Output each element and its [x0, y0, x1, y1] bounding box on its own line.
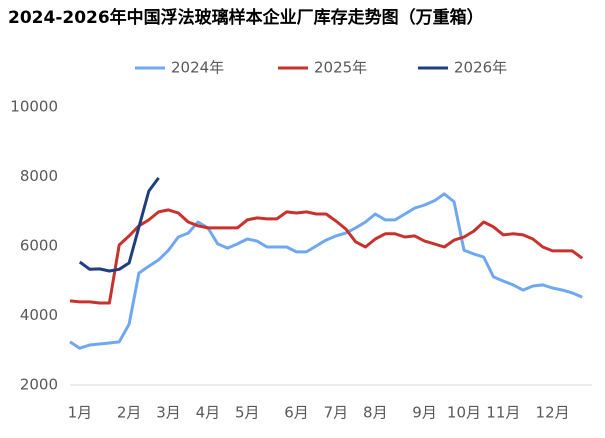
- series-line: [69, 192, 583, 350]
- x-tick-label: 8月: [363, 404, 388, 422]
- x-tick-label: 7月: [324, 404, 349, 422]
- x-tick-label: 2月: [117, 404, 142, 422]
- y-tick-label: 6000: [20, 237, 58, 255]
- legend-label: 2026年: [454, 59, 507, 77]
- y-tick-label: 8000: [20, 167, 58, 185]
- y-tick-label: 10000: [10, 98, 58, 116]
- chart-title: 2024-2026年中国浮法玻璃样本企业厂库存走势图（万重箱）: [8, 7, 484, 28]
- legend-label: 2024年: [171, 59, 224, 77]
- y-tick-label: 4000: [20, 306, 58, 324]
- x-tick-label: 5月: [235, 404, 260, 422]
- x-tick-label: 12月: [536, 404, 570, 422]
- x-tick-label: 4月: [196, 404, 221, 422]
- legend-label: 2025年: [314, 59, 367, 77]
- x-tick-label: 3月: [156, 404, 181, 422]
- series-line: [69, 208, 584, 305]
- x-tick-label: 11月: [486, 404, 520, 422]
- x-tick-label: 10月: [447, 404, 481, 422]
- series-line: [78, 177, 160, 273]
- y-tick-label: 2000: [20, 376, 58, 394]
- x-tick-label: 6月: [284, 404, 309, 422]
- x-tick-label: 1月: [68, 404, 93, 422]
- x-tick-label: 9月: [412, 404, 437, 422]
